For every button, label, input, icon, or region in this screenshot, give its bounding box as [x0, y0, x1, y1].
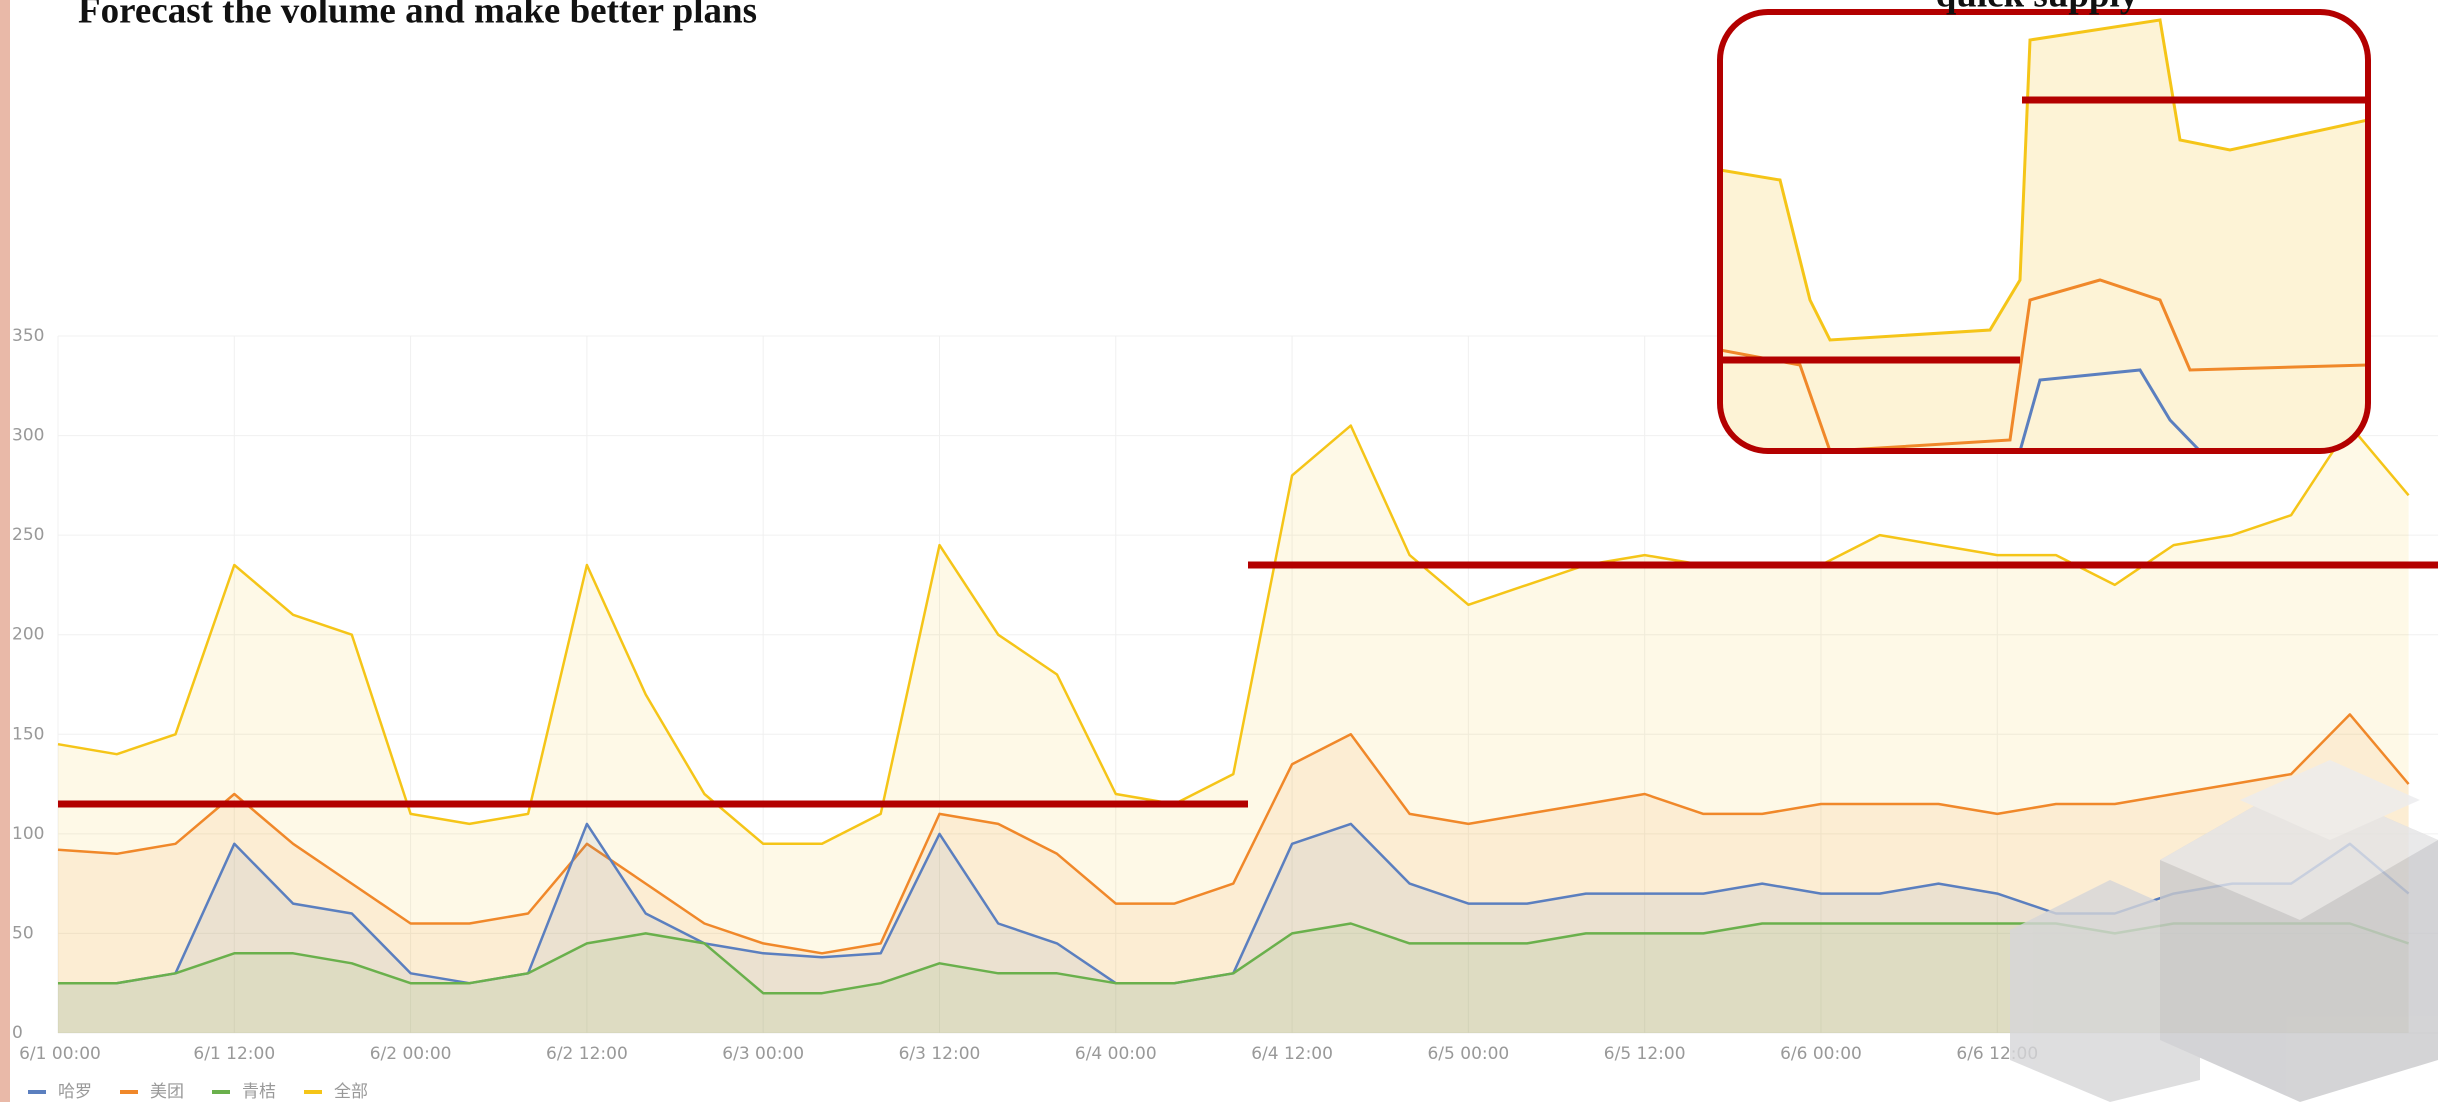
x-tick-label: 6/2 12:00	[546, 1044, 628, 1064]
x-tick-label: 6/3 00:00	[722, 1044, 804, 1064]
series-line	[57, 713, 2410, 955]
series-line	[58, 922, 2410, 995]
x-tick-label: 6/5 12:00	[1604, 1044, 1686, 1064]
side-strip	[0, 0, 10, 1102]
y-tick-label: 150	[12, 724, 44, 744]
x-tick-label: 6/6 00:00	[1780, 1044, 1862, 1064]
series-area	[58, 923, 2409, 1033]
x-tick-label: 6/4 00:00	[1075, 1044, 1157, 1064]
x-tick-label: 6/2 00:00	[370, 1044, 452, 1064]
series-area	[58, 425, 2409, 1034]
zoom-inset: quick supply	[1717, 0, 2371, 454]
building-illustration	[2010, 760, 2438, 1102]
legend-label: 美团	[150, 1082, 184, 1102]
legend-label: 哈罗	[58, 1082, 92, 1102]
series-line	[57, 424, 2410, 846]
legend-label: 全部	[334, 1082, 368, 1102]
inset-border	[1717, 9, 2371, 454]
plot: 0 50 100 150 200 250 300 350 6/1 00:00 6/1 12:00 6…	[12, 326, 2438, 1102]
y-tick-label: 0	[12, 1023, 23, 1043]
y-tick-label: 250	[12, 525, 44, 545]
slide-title: Forecast the volume and make better plan…	[78, 0, 757, 31]
inset-content	[1720, 18, 2368, 451]
legend-label: 青桔	[242, 1082, 276, 1102]
series-area	[58, 714, 2409, 1033]
y-tick-label: 100	[12, 824, 44, 844]
x-tick-label: 6/3 12:00	[899, 1044, 981, 1064]
x-tick-label: 6/1 12:00	[193, 1044, 275, 1064]
y-tick-label: 50	[12, 923, 34, 943]
x-tick-label: 6/5 00:00	[1427, 1044, 1509, 1064]
inset-label: quick supply	[1936, 0, 2139, 15]
y-tick-label: 350	[12, 326, 44, 346]
y-tick-label: 200	[12, 625, 44, 645]
series-area	[58, 823, 2409, 1033]
y-tick-label: 300	[12, 426, 44, 446]
x-tick-label: 6/1 00:00	[19, 1044, 101, 1064]
x-tick-label: 6/4 12:00	[1251, 1044, 1333, 1064]
